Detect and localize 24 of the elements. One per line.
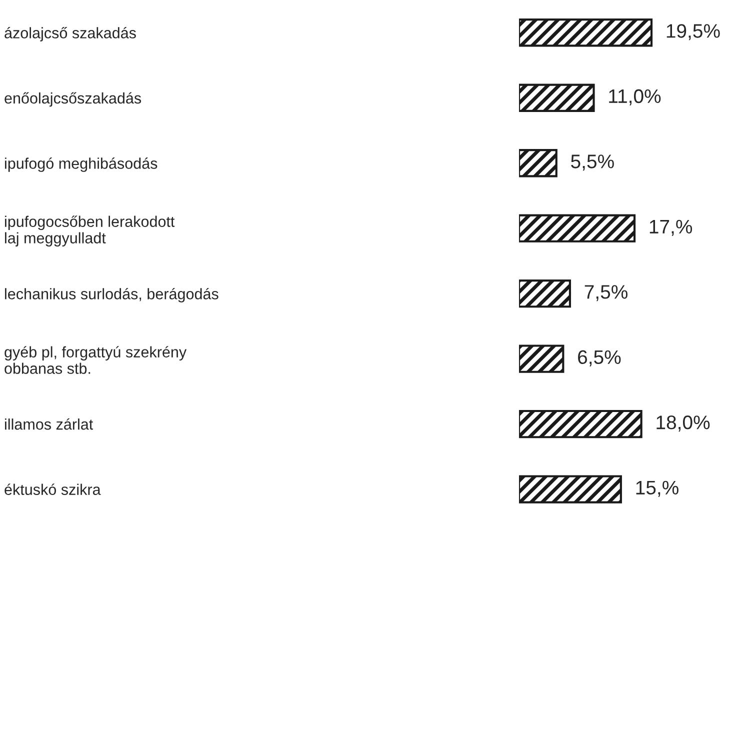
bar [519,475,622,504]
y-tick-label: éktuskó szikra [4,484,101,495]
data-label: 15,% [636,480,678,497]
y-tick-label: ipufogó meghibásodás [5,157,158,172]
data-label: 11,0% [609,89,661,106]
data-label: 6,5% [578,350,621,366]
bar [519,149,558,178]
data-label: 7,5% [584,285,628,302]
y-tick-label: enőolajcsőszakadás [4,92,142,107]
bar [519,214,636,242]
data-label: 17,% [650,220,692,236]
bar [519,344,564,373]
y-tick-label: gyéb pl, forgattyú szekrény obbanas stb. [4,346,187,374]
data-label: 19,5% [666,24,720,40]
y-tick-label: illamos zárlat [5,418,94,430]
data-label: 5,5% [571,154,614,171]
y-tick-label: ázolajcső szakadás [4,26,136,42]
bar [519,18,653,47]
data-label: 18,0% [656,416,710,432]
bar [519,410,642,438]
y-tick-label: lechanikus surlodás, berágodás [5,288,218,302]
y-tick-label: ipufogocsőben lerakodott laj meggyulladt [5,216,175,246]
bar [519,279,572,308]
bar [519,84,595,112]
